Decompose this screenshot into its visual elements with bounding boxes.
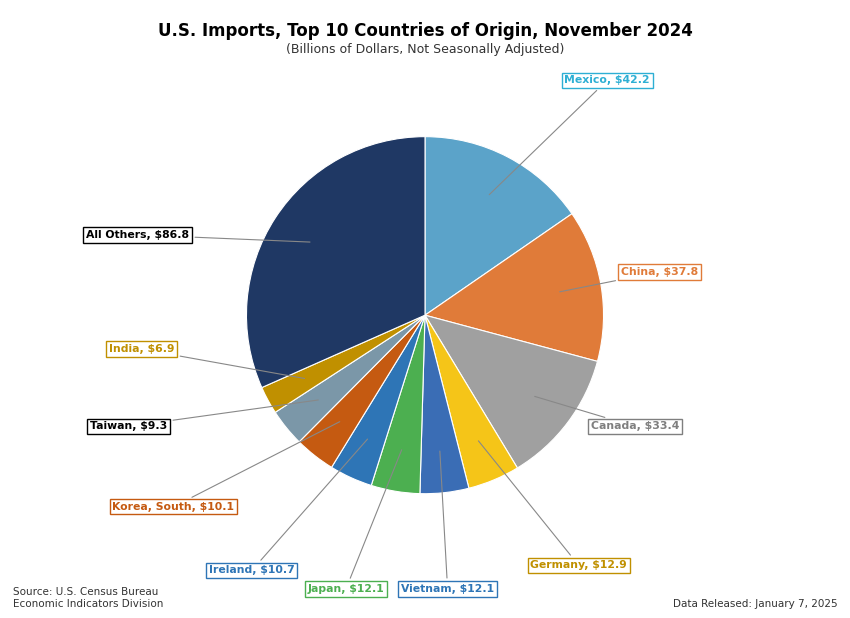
Wedge shape [425, 315, 518, 488]
Wedge shape [299, 315, 425, 467]
Wedge shape [371, 315, 425, 494]
Wedge shape [425, 315, 598, 468]
Text: Ireland, $10.7: Ireland, $10.7 [209, 439, 367, 575]
Text: China, $37.8: China, $37.8 [559, 267, 698, 292]
Text: Germany, $12.9: Germany, $12.9 [479, 441, 627, 570]
Text: U.S. Imports, Top 10 Countries of Origin, November 2024: U.S. Imports, Top 10 Countries of Origin… [157, 22, 693, 40]
Text: Mexico, $42.2: Mexico, $42.2 [490, 75, 650, 195]
Text: Taiwan, $9.3: Taiwan, $9.3 [90, 400, 318, 431]
Wedge shape [420, 315, 469, 494]
Wedge shape [262, 315, 425, 412]
Text: Data Released: January 7, 2025: Data Released: January 7, 2025 [672, 599, 837, 609]
Wedge shape [425, 214, 604, 362]
Text: All Others, $86.8: All Others, $86.8 [86, 230, 310, 242]
Text: Source: U.S. Census Bureau
Economic Indicators Division: Source: U.S. Census Bureau Economic Indi… [13, 587, 163, 609]
Text: Vietnam, $12.1: Vietnam, $12.1 [401, 451, 494, 594]
Text: (Billions of Dollars, Not Seasonally Adjusted): (Billions of Dollars, Not Seasonally Adj… [286, 43, 564, 56]
Text: India, $6.9: India, $6.9 [109, 344, 304, 378]
Text: Japan, $12.1: Japan, $12.1 [308, 450, 402, 594]
Wedge shape [275, 315, 425, 442]
Text: Korea, South, $10.1: Korea, South, $10.1 [112, 421, 340, 512]
Wedge shape [425, 137, 572, 315]
Wedge shape [332, 315, 425, 485]
Wedge shape [246, 137, 425, 387]
Text: Canada, $33.4: Canada, $33.4 [535, 396, 679, 431]
